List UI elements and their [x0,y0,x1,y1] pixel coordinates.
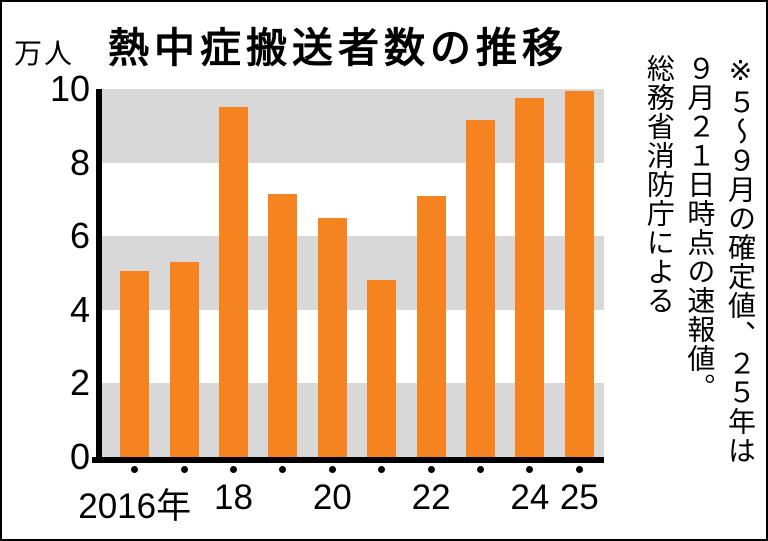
bar-2016 [120,271,150,457]
bar-2020 [317,217,347,457]
x-tick-dot [378,466,386,473]
y-tick-label: 0 [69,436,90,477]
x-tick-label: 2016年 [78,487,192,526]
source-note-line: ９月２１日時点の速報値。 [684,54,716,402]
bar-2021 [367,280,397,457]
bar-2019 [268,193,298,457]
x-tick-dots [102,465,604,475]
bars [102,89,604,457]
x-axis-line [92,457,604,463]
y-axis-line [96,89,102,463]
plot-area [102,89,604,457]
y-tick-label: 10 [49,68,90,109]
chart-title: 熱中症搬送者数の推移 [108,25,568,71]
bar-2022 [416,195,446,457]
bar-2025 [564,90,594,457]
x-tick-label: 20 [312,478,352,517]
x-tick-dot [131,466,139,473]
y-tick-label: 8 [69,141,90,183]
x-tick-dot [427,466,435,473]
x-tick-label: 25 [559,478,599,517]
source-note-line: ※５～９月の確定値、２５年は [725,54,756,465]
x-tick-dot [526,466,534,473]
x-tick-dot [229,466,237,473]
source-note-line: 総務省消防庁による [643,54,675,315]
y-axis-unit-label: 万人 [14,38,75,69]
x-tick-dot [575,466,583,473]
source-note: ※５～９月の確定値、２５年は ９月２１日時点の速報値。 総務省消防庁による [638,54,760,529]
bar-2024 [515,98,545,457]
x-tick-dot [476,466,484,473]
x-tick-label: 18 [214,478,253,517]
bar-2018 [218,107,248,457]
bar-2023 [465,120,495,457]
y-tick-label: 2 [69,362,90,404]
x-tick-label: 24 [510,478,550,517]
x-tick-dot [328,466,336,473]
y-tick-label: 4 [69,288,90,330]
x-tick-dot [180,466,188,473]
y-tick-label: 6 [69,215,90,257]
x-tick-dot [279,466,287,473]
x-tick-label: 22 [411,478,451,517]
bar-2017 [169,261,199,457]
